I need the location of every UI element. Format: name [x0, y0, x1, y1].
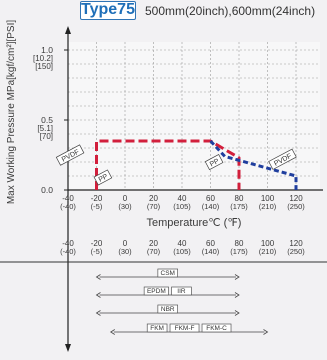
material-range-arrow-left	[109, 329, 115, 335]
x-tick-label-c: -20	[91, 194, 103, 203]
y-tick-label-psi: [150]	[35, 62, 53, 71]
x-tick-label-c: 120	[289, 194, 303, 203]
chart-header: Type75 500mm(20inch),600mm(24inch)	[0, 0, 327, 24]
series-label-pp: PP	[204, 154, 224, 171]
material-range-arrow-left	[95, 310, 101, 316]
x-tick-label-c: 40	[178, 194, 187, 203]
series-label-box	[55, 144, 85, 166]
x-tick-label-f: (105)	[173, 202, 191, 211]
x-tick-label-c-repeat: 120	[289, 239, 303, 248]
y-tick-label-mpa: 0.5	[41, 115, 53, 125]
x-tick-label-f: (30)	[118, 202, 132, 211]
series-label-pp: PP	[93, 169, 113, 186]
material-label-box	[157, 304, 179, 314]
y-tick-label-kgf: [5.1]	[37, 124, 53, 133]
material-range-arrow-right	[263, 329, 269, 335]
material-label-fkm: FKM	[150, 325, 164, 332]
x-tick-label-f-repeat: (30)	[118, 247, 132, 256]
x-tick-label-f-repeat: (105)	[173, 247, 191, 256]
material-label-box	[171, 286, 192, 296]
material-range-arrow-right	[234, 310, 240, 316]
material-label-epdm: EPDM	[147, 288, 166, 295]
x-tick-label-f-repeat: (140)	[202, 247, 220, 256]
x-tick-label-c: 100	[261, 194, 275, 203]
x-axis-title: Temperature℃ (℉)	[147, 217, 242, 229]
x-tick-label-f-repeat: (-40)	[60, 247, 76, 256]
material-range-arrow-left	[95, 274, 101, 280]
series-line-pp	[209, 139, 298, 190]
x-tick-label-c-repeat: 60	[206, 239, 215, 248]
x-tick-label-f-repeat: (70)	[147, 247, 161, 256]
x-tick-label-f-repeat: (210)	[259, 247, 277, 256]
x-tick-label-c-repeat: 80	[235, 239, 244, 248]
material-label-fkm-f: FKM-F	[175, 325, 195, 332]
x-tick-label-f: (140)	[202, 202, 220, 211]
material-label-iir: IIR	[177, 288, 186, 295]
series-label-text: PP	[98, 173, 110, 184]
material-range-arrow-right	[234, 292, 240, 298]
pipe-size-text: 500mm(20inch),600mm(24inch)	[145, 4, 316, 18]
x-tick-label-c: 80	[235, 194, 244, 203]
series-label-text: PP	[209, 158, 221, 169]
x-tick-label-c-repeat: -40	[62, 239, 74, 248]
x-tick-label-f: (-40)	[60, 202, 76, 211]
y-tick-label-mpa: 0.0	[41, 185, 53, 195]
y-tick-label-mpa: 1.0	[41, 45, 53, 55]
series-label-box	[93, 169, 113, 186]
series-label-box	[204, 154, 224, 171]
material-label-csm: CSM	[161, 270, 175, 277]
y-tick-label-psi: [70]	[40, 132, 53, 141]
x-tick-label-c-repeat: 0	[123, 239, 128, 248]
material-range-arrow-left	[95, 292, 101, 298]
material-label-box	[157, 268, 179, 278]
x-tick-label-f: (210)	[259, 202, 277, 211]
y-tick-label-kgf: [10.2]	[33, 54, 53, 63]
x-tick-label-f: (70)	[147, 202, 161, 211]
y-axis-arrow-up	[65, 26, 71, 34]
x-tick-label-c-repeat: 40	[178, 239, 187, 248]
material-label-fkm-c: FKM-C	[206, 325, 227, 332]
x-tick-label-c-repeat: 100	[261, 239, 275, 248]
material-label-box	[169, 323, 200, 333]
x-tick-label-f-repeat: (175)	[230, 247, 248, 256]
material-label-box	[143, 286, 169, 296]
series-label-box	[268, 148, 297, 170]
material-label-nbr: NBR	[161, 306, 175, 313]
material-range-arrow-right	[234, 274, 240, 280]
x-tick-label-f: (175)	[230, 202, 248, 211]
x-tick-label-c: 60	[206, 194, 215, 203]
material-label-box	[146, 323, 168, 333]
x-tick-label-c: 0	[123, 194, 128, 203]
x-tick-label-c-repeat: 20	[149, 239, 158, 248]
type-badge: Type75	[80, 1, 136, 20]
y-axis-arrow-down	[65, 344, 71, 352]
x-tick-label-c: 20	[149, 194, 158, 203]
x-tick-label-c: -40	[62, 194, 74, 203]
x-tick-label-f-repeat: (-5)	[91, 247, 103, 256]
material-label-box	[201, 323, 232, 333]
x-tick-label-c-repeat: -20	[91, 239, 103, 248]
x-tick-label-f-repeat: (250)	[287, 247, 305, 256]
y-axis-title: Max Working Pressure MPa[kgf/cm²][PSI]	[6, 20, 17, 205]
x-tick-label-f: (-5)	[91, 202, 103, 211]
x-tick-label-f: (250)	[287, 202, 305, 211]
